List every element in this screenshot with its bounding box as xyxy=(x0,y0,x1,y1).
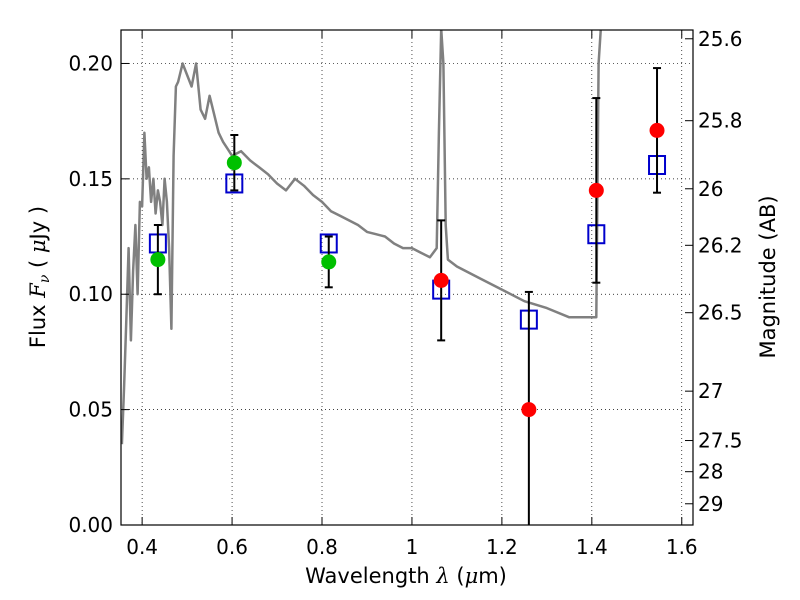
y-tick-label: 0.05 xyxy=(68,398,113,422)
y2-tick-label: 27 xyxy=(698,379,723,403)
y2-tick-label: 27.5 xyxy=(698,429,743,453)
x-tick-label: 1 xyxy=(406,535,419,559)
y2-tick-label: 25.6 xyxy=(698,27,743,51)
red-point xyxy=(588,182,604,198)
green-point xyxy=(226,155,242,171)
y2-tick-label: 29 xyxy=(698,492,723,516)
x-tick-label: 1.4 xyxy=(576,535,608,559)
red-point xyxy=(521,402,537,418)
x-tick-label: 0.4 xyxy=(126,535,158,559)
x-tick-label: 1.6 xyxy=(666,535,698,559)
y2-tick-label: 28 xyxy=(698,460,723,484)
y2-axis-label: Magnitude (AB) xyxy=(756,195,780,358)
y2-tick-label: 26.2 xyxy=(698,233,743,257)
y2-tick-label: 26 xyxy=(698,177,723,201)
y-tick-label: 0.20 xyxy=(68,51,113,75)
red-point xyxy=(433,272,449,288)
ticks: 0.4 0.6 0.8 1 1.2 1.4 1.6 0.00 0.05 0.10 0.15 0.20 2… xyxy=(68,27,742,559)
green-point xyxy=(150,252,166,268)
red-point xyxy=(649,122,665,138)
y2-tick-label: 25.8 xyxy=(698,109,743,133)
y-axis-label: Flux Fν ( μJy ) xyxy=(26,206,53,348)
y-tick-label: 0.10 xyxy=(68,282,113,306)
plot-frame xyxy=(120,29,694,526)
data-marks xyxy=(148,67,667,525)
x-axis-label: Wavelength λ (μm) xyxy=(305,564,507,588)
y-tick-label: 0.00 xyxy=(68,513,113,537)
x-tick-label: 1.2 xyxy=(486,535,518,559)
x-tick-label: 0.6 xyxy=(216,535,248,559)
x-tick-label: 0.8 xyxy=(306,535,338,559)
y2-tick-label: 26.5 xyxy=(698,301,743,325)
y-tick-label: 0.15 xyxy=(68,167,113,191)
green-point xyxy=(321,254,337,270)
